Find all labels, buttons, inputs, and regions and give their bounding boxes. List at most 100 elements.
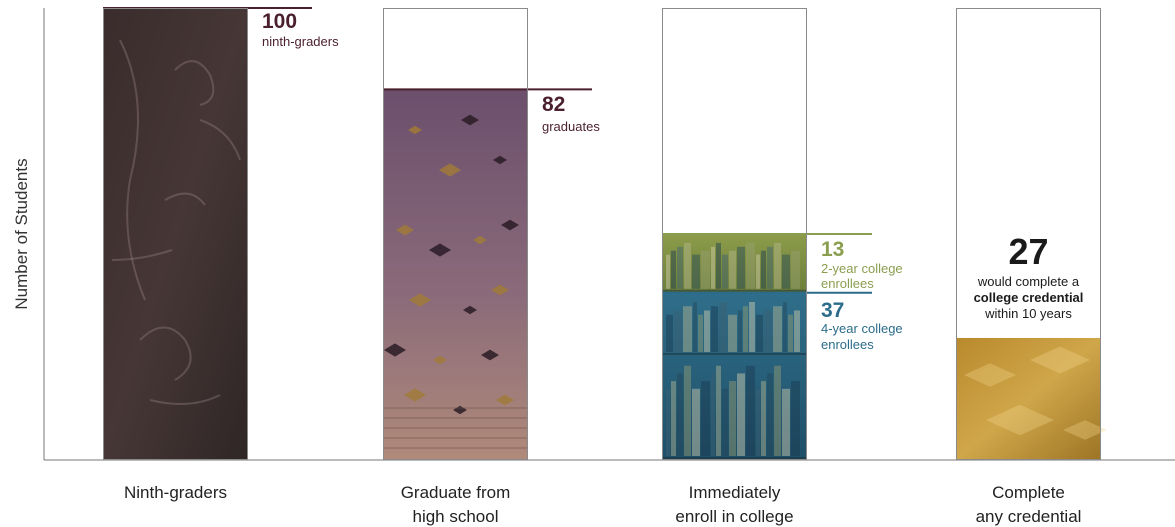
book-spine xyxy=(704,310,710,352)
graduation-cap xyxy=(964,363,1016,387)
category-label: Ninth-graders xyxy=(124,483,227,502)
graduation-cap xyxy=(481,349,499,361)
value-text-credential-line1: would complete a xyxy=(977,274,1080,289)
bar-segment-2-year xyxy=(662,234,807,293)
book-spine xyxy=(716,365,721,456)
y-axis-label: Number of Students xyxy=(12,158,31,309)
value-text-credential-line3: within 10 years xyxy=(984,306,1072,321)
book-spine xyxy=(761,381,766,456)
bar-credential xyxy=(956,337,1107,460)
book-spine xyxy=(684,365,691,456)
graduation-cap xyxy=(439,163,461,177)
book-spine xyxy=(677,373,683,456)
book-spine xyxy=(756,254,760,289)
book-spine xyxy=(666,254,670,289)
book-spine xyxy=(774,242,781,289)
book-spine xyxy=(794,310,800,352)
book-spine xyxy=(722,388,728,456)
graduation-cap xyxy=(493,155,507,165)
book-spine xyxy=(701,381,710,456)
graduation-cap xyxy=(1030,346,1090,374)
book-spine xyxy=(756,388,760,456)
chalk-stroke xyxy=(139,326,192,381)
book-spine xyxy=(749,301,755,352)
book-spine xyxy=(698,314,703,352)
book-spine xyxy=(791,250,800,289)
book-spine xyxy=(737,373,745,456)
chalk-stroke xyxy=(111,249,173,261)
book-spine xyxy=(729,250,736,289)
book-spine xyxy=(782,388,790,456)
book-spine xyxy=(671,250,676,289)
book-spine xyxy=(692,254,700,289)
book-spine xyxy=(683,306,692,352)
book-spine xyxy=(746,242,755,289)
category-label: Complete xyxy=(992,483,1065,502)
book-spine xyxy=(743,306,748,352)
graduation-cap xyxy=(461,114,479,126)
book-spine xyxy=(788,314,793,352)
graduation-cap xyxy=(384,343,406,357)
graduation-cap xyxy=(496,394,514,406)
book-spine xyxy=(671,381,676,456)
book-spine xyxy=(737,246,745,289)
chalk-stroke xyxy=(164,192,206,206)
book-spine xyxy=(711,246,715,289)
book-spine xyxy=(746,365,755,456)
bar-segment-4-year xyxy=(662,292,807,460)
book-spine xyxy=(677,246,683,289)
category-label: any credential xyxy=(976,507,1082,526)
book-spine xyxy=(693,301,697,352)
chalk-stroke xyxy=(119,39,146,301)
value-text-4-year-line1: 4-year college xyxy=(821,321,903,336)
graduation-cap xyxy=(986,404,1054,436)
book-spine xyxy=(767,373,773,456)
graduation-cap xyxy=(409,293,431,307)
bar-college-enrollment xyxy=(662,233,872,460)
value-text-2-year-line1: 2-year college xyxy=(821,261,903,276)
bar-frame-graduates xyxy=(383,8,528,460)
book-spine xyxy=(711,373,715,456)
graduation-cap xyxy=(463,305,477,315)
category-label: enroll in college xyxy=(675,507,793,526)
value-label-4-year: 37 xyxy=(821,299,844,322)
bar-fill-credential xyxy=(956,337,1101,460)
chalk-stroke xyxy=(174,60,215,106)
book-spine xyxy=(791,381,800,456)
book-spine xyxy=(729,381,736,456)
book-spine xyxy=(716,242,721,289)
category-label: high school xyxy=(412,507,498,526)
book-spine xyxy=(767,246,773,289)
bar-fill-ninth-graders xyxy=(103,8,248,460)
book-spine xyxy=(761,250,766,289)
book-spine xyxy=(782,254,790,289)
book-spine xyxy=(666,388,670,456)
book-spine xyxy=(722,254,728,289)
value-text-2-year-line2: enrollees xyxy=(821,276,874,291)
chalk-stroke xyxy=(149,394,221,405)
book-spine xyxy=(701,250,710,289)
graduation-cap xyxy=(408,125,422,135)
graduation-cap xyxy=(473,235,487,245)
book-spine xyxy=(719,301,727,352)
category-label: Immediately xyxy=(689,483,781,502)
value-label-credential: 27 xyxy=(1008,231,1048,272)
book-spine xyxy=(666,314,673,352)
value-text-credential-line2: college credential xyxy=(974,290,1084,305)
book-spine xyxy=(711,306,718,352)
value-label-2-year: 13 xyxy=(821,238,844,261)
book-spine xyxy=(774,365,781,456)
book-spine xyxy=(728,314,737,352)
bar-frame-college-enrollment xyxy=(662,8,807,460)
value-text-graduates: graduates xyxy=(542,119,600,134)
book-spine xyxy=(692,388,700,456)
value-text-ninth-graders: ninth-graders xyxy=(262,34,339,49)
graduation-cap xyxy=(433,355,447,365)
book-spine xyxy=(756,314,763,352)
book-spine xyxy=(773,306,782,352)
book-spine xyxy=(738,310,742,352)
graduation-cap xyxy=(429,243,451,257)
graduation-cap xyxy=(501,219,519,231)
bar-graduates xyxy=(383,88,592,461)
